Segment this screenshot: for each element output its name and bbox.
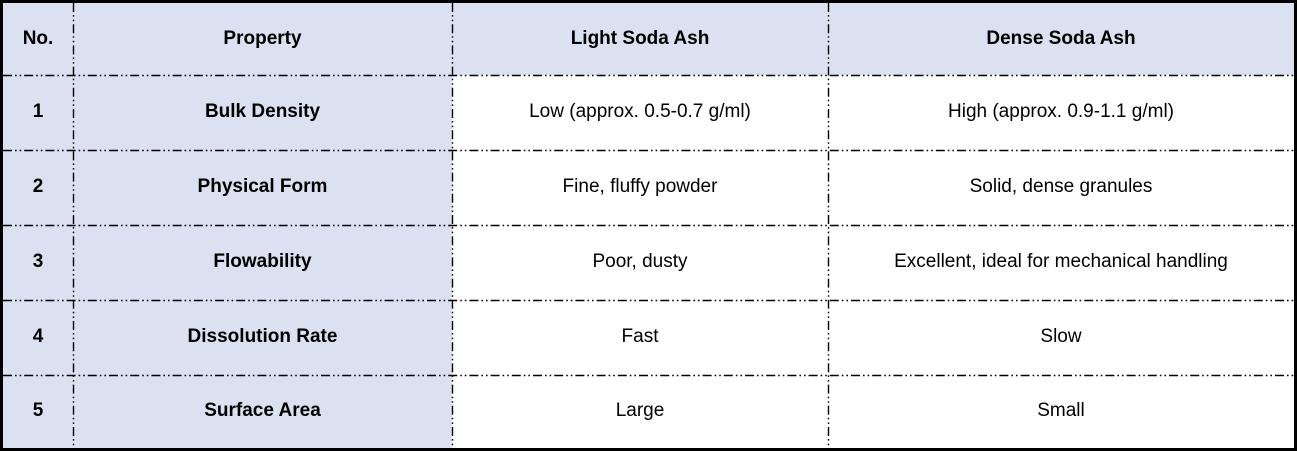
header-cell-no: No. bbox=[3, 3, 73, 75]
dense-soda-ash-value: Excellent, ideal for mechanical handling bbox=[894, 251, 1228, 273]
header-label-no: No. bbox=[22, 27, 54, 49]
header-label-property: Property bbox=[223, 27, 302, 49]
dense-soda-ash-cell: Solid, dense granules bbox=[828, 150, 1294, 225]
property-label: Surface Area bbox=[204, 400, 321, 422]
dense-soda-ash-cell: Small bbox=[828, 375, 1294, 448]
property-cell: Physical Form bbox=[73, 150, 452, 225]
light-soda-ash-cell: Fine, fluffy powder bbox=[452, 150, 828, 225]
property-label: Physical Form bbox=[197, 176, 328, 198]
header-cell-dense-soda-ash: Dense Soda Ash bbox=[828, 3, 1294, 75]
property-label: Dissolution Rate bbox=[187, 326, 338, 348]
row-number: 4 bbox=[32, 326, 44, 348]
header-label-light-soda-ash: Light Soda Ash bbox=[570, 27, 710, 49]
dense-soda-ash-value: Solid, dense granules bbox=[969, 176, 1153, 198]
light-soda-ash-value: Large bbox=[615, 400, 665, 422]
light-soda-ash-value: Low (approx. 0.5-0.7 g/ml) bbox=[529, 101, 751, 123]
header-cell-property: Property bbox=[73, 3, 452, 75]
dense-soda-ash-value: High (approx. 0.9-1.1 g/ml) bbox=[948, 101, 1174, 123]
dense-soda-ash-cell: Excellent, ideal for mechanical handling bbox=[828, 225, 1294, 300]
light-soda-ash-cell: Fast bbox=[452, 300, 828, 375]
property-cell: Bulk Density bbox=[73, 75, 452, 150]
row-number-cell: 2 bbox=[3, 150, 73, 225]
light-soda-ash-value: Poor, dusty bbox=[592, 251, 688, 273]
property-label: Bulk Density bbox=[204, 101, 321, 123]
row-number-cell: 3 bbox=[3, 225, 73, 300]
row-number: 5 bbox=[32, 400, 44, 422]
light-soda-ash-cell: Large bbox=[452, 375, 828, 448]
light-soda-ash-cell: Poor, dusty bbox=[452, 225, 828, 300]
light-soda-ash-value: Fine, fluffy powder bbox=[562, 176, 718, 198]
light-soda-ash-cell: Low (approx. 0.5-0.7 g/ml) bbox=[452, 75, 828, 150]
light-soda-ash-value: Fast bbox=[621, 326, 659, 348]
row-number: 1 bbox=[32, 101, 44, 123]
row-number-cell: 1 bbox=[3, 75, 73, 150]
property-cell: Flowability bbox=[73, 225, 452, 300]
row-number-cell: 4 bbox=[3, 300, 73, 375]
table-grid: No. Property Light Soda Ash Dense Soda A… bbox=[3, 3, 1294, 448]
row-number-cell: 5 bbox=[3, 375, 73, 448]
dense-soda-ash-cell: High (approx. 0.9-1.1 g/ml) bbox=[828, 75, 1294, 150]
dense-soda-ash-value: Slow bbox=[1040, 326, 1082, 348]
header-label-dense-soda-ash: Dense Soda Ash bbox=[986, 27, 1136, 49]
row-number: 3 bbox=[32, 251, 44, 273]
row-number: 2 bbox=[32, 176, 44, 198]
dense-soda-ash-cell: Slow bbox=[828, 300, 1294, 375]
property-cell: Surface Area bbox=[73, 375, 452, 448]
property-cell: Dissolution Rate bbox=[73, 300, 452, 375]
header-cell-light-soda-ash: Light Soda Ash bbox=[452, 3, 828, 75]
property-label: Flowability bbox=[213, 251, 312, 273]
dense-soda-ash-value: Small bbox=[1037, 400, 1085, 422]
